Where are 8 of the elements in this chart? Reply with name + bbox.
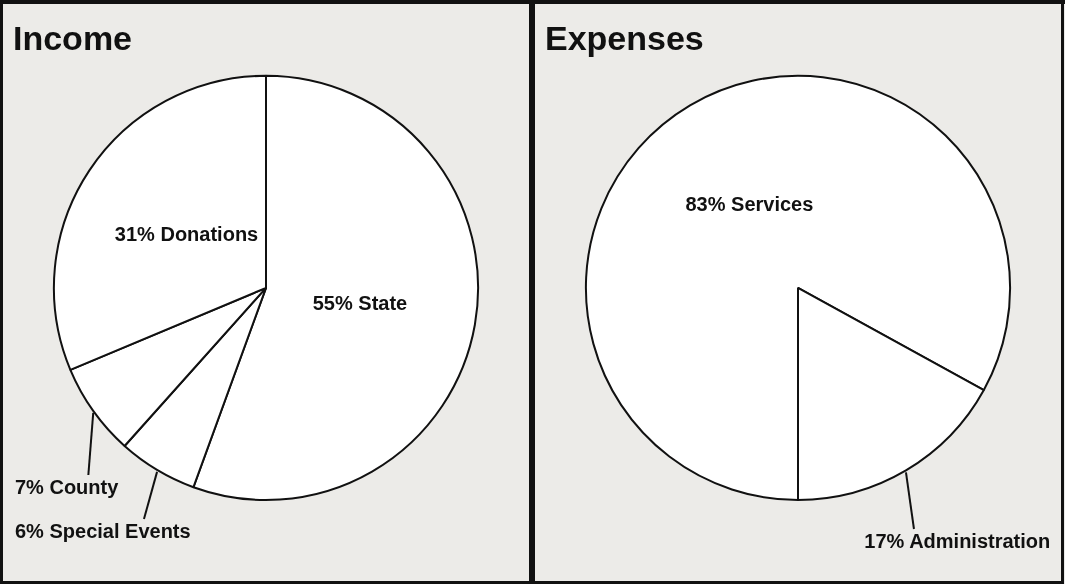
slice-label: 31% Donations [114,222,259,245]
chart-title: Expenses [545,18,704,57]
chart-title: Income [13,18,133,57]
slice-label: 7% County [15,475,120,498]
slice-label: 83% Services [685,193,814,216]
slice-label: 17% Administration [864,529,1051,552]
slice-label: 55% State [312,291,408,314]
slice-label: 6% Special Events [15,519,191,542]
